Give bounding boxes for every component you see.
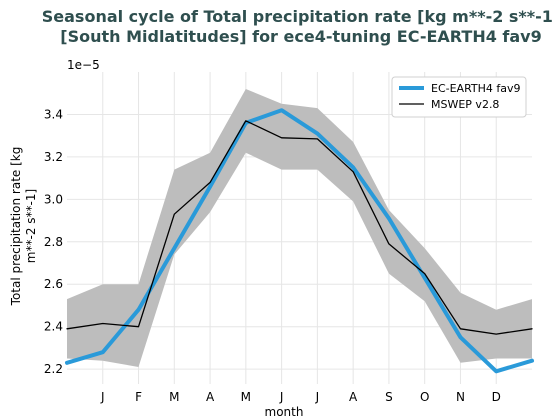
- x-tick-label: M: [169, 390, 179, 404]
- x-tick-label: F: [135, 390, 142, 404]
- x-tick-label: J: [315, 390, 320, 404]
- y-tick-label: 2.6: [44, 277, 63, 291]
- y-tick-label: 2.8: [44, 235, 63, 249]
- y-tick-label: 3.2: [44, 150, 63, 164]
- y-tick-label: 3.4: [44, 107, 63, 121]
- y-tick-label: 3.0: [44, 192, 63, 206]
- legend-label-mswep: MSWEP v2.8: [431, 98, 499, 111]
- x-tick-label: N: [456, 390, 465, 404]
- x-tick-label: A: [349, 390, 358, 404]
- y-axis-label-line1: Total precipitation rate [kg: [9, 147, 23, 307]
- y-tick-label: 2.2: [44, 362, 63, 376]
- x-tick-label: D: [492, 390, 501, 404]
- legend-label-ec-earth4: EC-EARTH4 fav9: [431, 82, 521, 95]
- chart-title-line1: Seasonal cycle of Total precipitation ra…: [42, 7, 552, 26]
- x-tick-label: S: [385, 390, 393, 404]
- y-tick-labels: 2.2 2.4 2.6 2.8 3.0 3.2 3.4: [44, 107, 63, 376]
- series-line-ec-earth4: [65, 108, 534, 374]
- legend: EC-EARTH4 fav9 MSWEP v2.8: [391, 76, 527, 118]
- series-layer: [65, 108, 534, 374]
- y-offset-label: 1e−5: [67, 58, 100, 72]
- x-axis-label: month: [265, 405, 304, 419]
- series-line-mswep: [66, 120, 533, 335]
- x-tick-label: A: [206, 390, 215, 404]
- legend-box: [391, 76, 527, 118]
- x-tick-label: J: [100, 390, 105, 404]
- x-tick-label: O: [420, 390, 429, 404]
- chart-title-line2: [South Midlatitudes] for ece4-tuning EC-…: [60, 27, 541, 46]
- y-tick-label: 2.4: [44, 320, 63, 334]
- x-tick-label: J: [279, 390, 284, 404]
- x-tick-label: M: [241, 390, 251, 404]
- y-axis-label-line2: m**-2 s**-1]: [24, 189, 38, 263]
